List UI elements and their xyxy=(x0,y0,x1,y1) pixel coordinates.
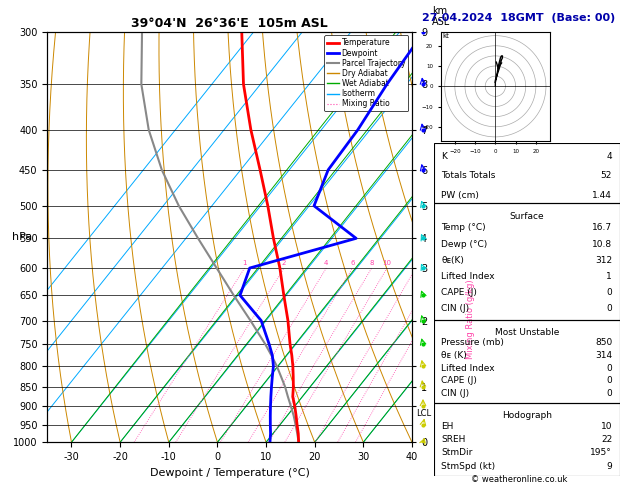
Text: 2: 2 xyxy=(282,260,286,266)
Bar xyxy=(434,320,620,403)
Text: 22: 22 xyxy=(601,435,612,444)
Text: LCL: LCL xyxy=(416,409,431,418)
Text: StmSpd (kt): StmSpd (kt) xyxy=(442,462,496,471)
Text: K: K xyxy=(442,152,447,160)
Text: Lifted Index: Lifted Index xyxy=(442,364,495,373)
Text: 0: 0 xyxy=(606,364,612,373)
Text: Dewp (°C): Dewp (°C) xyxy=(442,240,487,248)
Text: 52: 52 xyxy=(601,172,612,180)
Text: 10: 10 xyxy=(601,422,612,431)
Text: © weatheronline.co.uk: © weatheronline.co.uk xyxy=(470,474,567,484)
Text: Most Unstable: Most Unstable xyxy=(494,328,559,337)
Text: CIN (J): CIN (J) xyxy=(442,389,470,398)
Text: 195°: 195° xyxy=(591,449,612,457)
Text: km
ASL: km ASL xyxy=(432,6,450,28)
Title: 39°04'N  26°36'E  105m ASL: 39°04'N 26°36'E 105m ASL xyxy=(131,17,328,31)
Text: kt: kt xyxy=(443,33,450,39)
Text: 4: 4 xyxy=(324,260,328,266)
Text: 9: 9 xyxy=(606,462,612,471)
Bar xyxy=(434,143,620,203)
Text: hPa: hPa xyxy=(11,232,31,242)
Text: PW (cm): PW (cm) xyxy=(442,191,479,200)
Text: CIN (J): CIN (J) xyxy=(442,304,470,313)
Text: 314: 314 xyxy=(595,351,612,360)
Text: CAPE (J): CAPE (J) xyxy=(442,376,477,385)
Text: θᴇ (K): θᴇ (K) xyxy=(442,351,467,360)
Text: 1.44: 1.44 xyxy=(593,191,612,200)
Text: StmDir: StmDir xyxy=(442,449,473,457)
Bar xyxy=(434,403,620,476)
Bar xyxy=(434,203,620,320)
Text: Temp (°C): Temp (°C) xyxy=(442,224,486,232)
Text: 312: 312 xyxy=(595,256,612,265)
Text: 0: 0 xyxy=(606,288,612,297)
Text: 10: 10 xyxy=(382,260,391,266)
Text: 6: 6 xyxy=(350,260,355,266)
Text: 0: 0 xyxy=(606,376,612,385)
Text: 10.8: 10.8 xyxy=(592,240,612,248)
Text: Mixing Ratio (g/kg): Mixing Ratio (g/kg) xyxy=(466,279,475,359)
Text: 1: 1 xyxy=(606,272,612,281)
Text: EH: EH xyxy=(442,422,454,431)
Text: Lifted Index: Lifted Index xyxy=(442,272,495,281)
Text: 4: 4 xyxy=(606,152,612,160)
Legend: Temperature, Dewpoint, Parcel Trajectory, Dry Adiabat, Wet Adiabat, Isotherm, Mi: Temperature, Dewpoint, Parcel Trajectory… xyxy=(324,35,408,111)
Text: SREH: SREH xyxy=(442,435,466,444)
Text: 850: 850 xyxy=(595,338,612,347)
Text: θᴇ(K): θᴇ(K) xyxy=(442,256,464,265)
Text: 16.7: 16.7 xyxy=(592,224,612,232)
Text: Totals Totals: Totals Totals xyxy=(442,172,496,180)
Text: Surface: Surface xyxy=(509,211,544,221)
Text: 1: 1 xyxy=(242,260,247,266)
Text: 0: 0 xyxy=(606,389,612,398)
X-axis label: Dewpoint / Temperature (°C): Dewpoint / Temperature (°C) xyxy=(150,468,309,478)
Text: 27.04.2024  18GMT  (Base: 00): 27.04.2024 18GMT (Base: 00) xyxy=(422,13,616,23)
Text: CAPE (J): CAPE (J) xyxy=(442,288,477,297)
Text: Hodograph: Hodograph xyxy=(502,411,552,420)
Text: 8: 8 xyxy=(369,260,374,266)
Text: Pressure (mb): Pressure (mb) xyxy=(442,338,504,347)
Text: 0: 0 xyxy=(606,304,612,313)
